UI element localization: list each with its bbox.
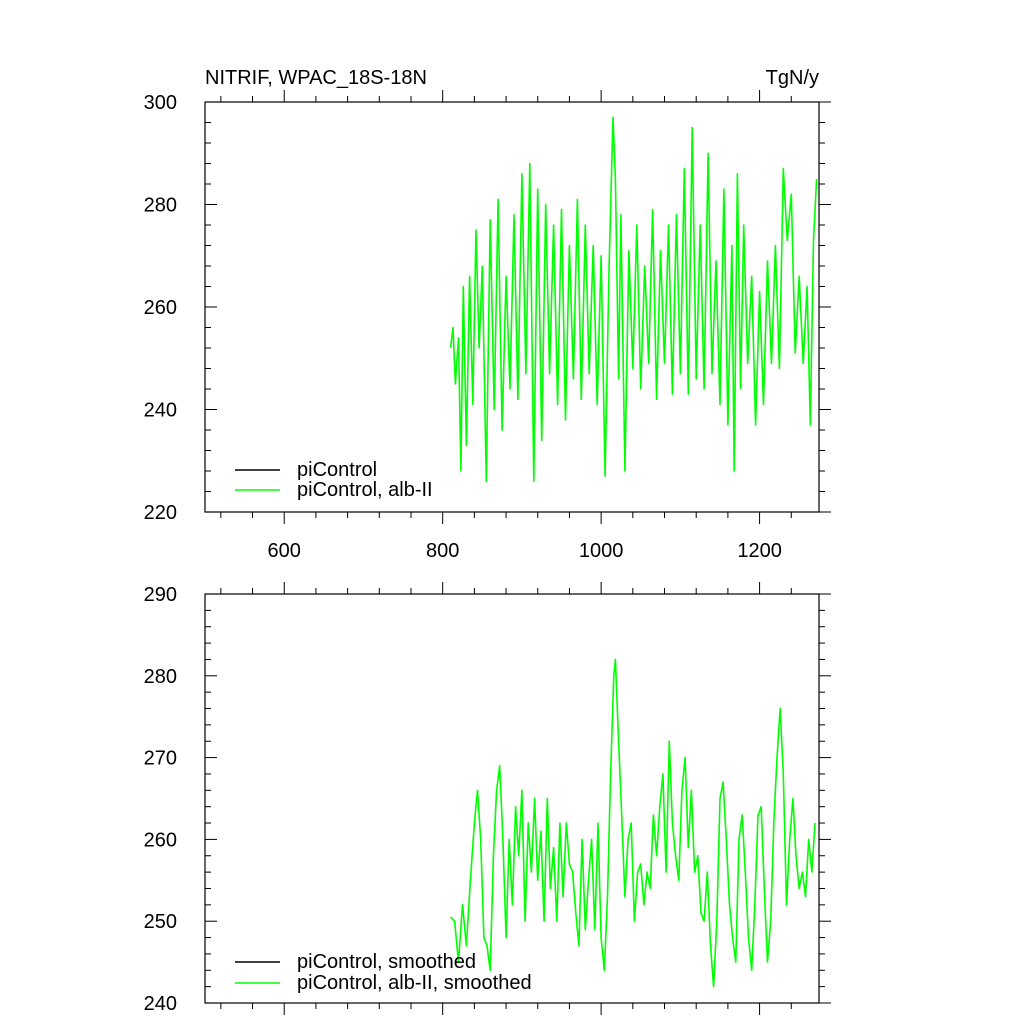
top-x-tick-label: 800 bbox=[426, 540, 459, 562]
bottom-y-tick-label: 270 bbox=[144, 748, 177, 770]
bottom-y-tick-label: 260 bbox=[144, 829, 177, 851]
bottom-legend: piControl, smoothed piControl, alb-II, s… bbox=[235, 951, 532, 994]
legend-label-picontrol-smoothed: piControl, smoothed bbox=[297, 951, 476, 973]
top-y-tick-label: 300 bbox=[144, 92, 177, 114]
top-y-tick-label: 260 bbox=[144, 297, 177, 319]
top-y-tick-label: 220 bbox=[144, 502, 177, 524]
bottom-y-tick-label: 250 bbox=[144, 911, 177, 933]
top-x-tick-label: 1200 bbox=[737, 540, 782, 562]
legend-label-picontrol-alb-smoothed: piControl, alb-II, smoothed bbox=[297, 972, 532, 994]
legend-label-picontrol: piControl bbox=[297, 459, 377, 481]
top-series-group bbox=[449, 116, 818, 483]
bottom-panel: 240 250 260 270 280 290 piControl, smoothed p… bbox=[144, 582, 831, 1015]
top-axes: 220 240 260 280 300 600 800 1000 1200 bbox=[144, 90, 831, 562]
legend-label-picontrol-alb: piControl, alb-II bbox=[297, 479, 433, 501]
top-units-label: TgN/y bbox=[766, 67, 819, 89]
top-panel: NITRIF, WPAC_18S-18N TgN/y 220 240 260 280 3… bbox=[144, 67, 831, 562]
top-x-tick-label: 600 bbox=[268, 540, 301, 562]
bottom-series-line-1 bbox=[450, 658, 816, 988]
bottom-y-tick-label: 240 bbox=[144, 993, 177, 1015]
bottom-plot-frame bbox=[204, 593, 820, 1004]
bottom-axes: 240 250 260 270 280 290 bbox=[144, 582, 831, 1015]
bottom-y-tick-label: 290 bbox=[144, 584, 177, 606]
bottom-y-tick-label: 280 bbox=[144, 666, 177, 688]
top-x-tick-label: 1000 bbox=[579, 540, 624, 562]
bottom-series-group bbox=[450, 658, 816, 988]
top-title: NITRIF, WPAC_18S-18N bbox=[205, 67, 427, 89]
top-series-line-1 bbox=[449, 116, 818, 483]
top-legend: piControl piControl, alb-II bbox=[235, 459, 433, 501]
top-y-tick-label: 280 bbox=[144, 195, 177, 217]
top-y-tick-label: 240 bbox=[144, 400, 177, 422]
